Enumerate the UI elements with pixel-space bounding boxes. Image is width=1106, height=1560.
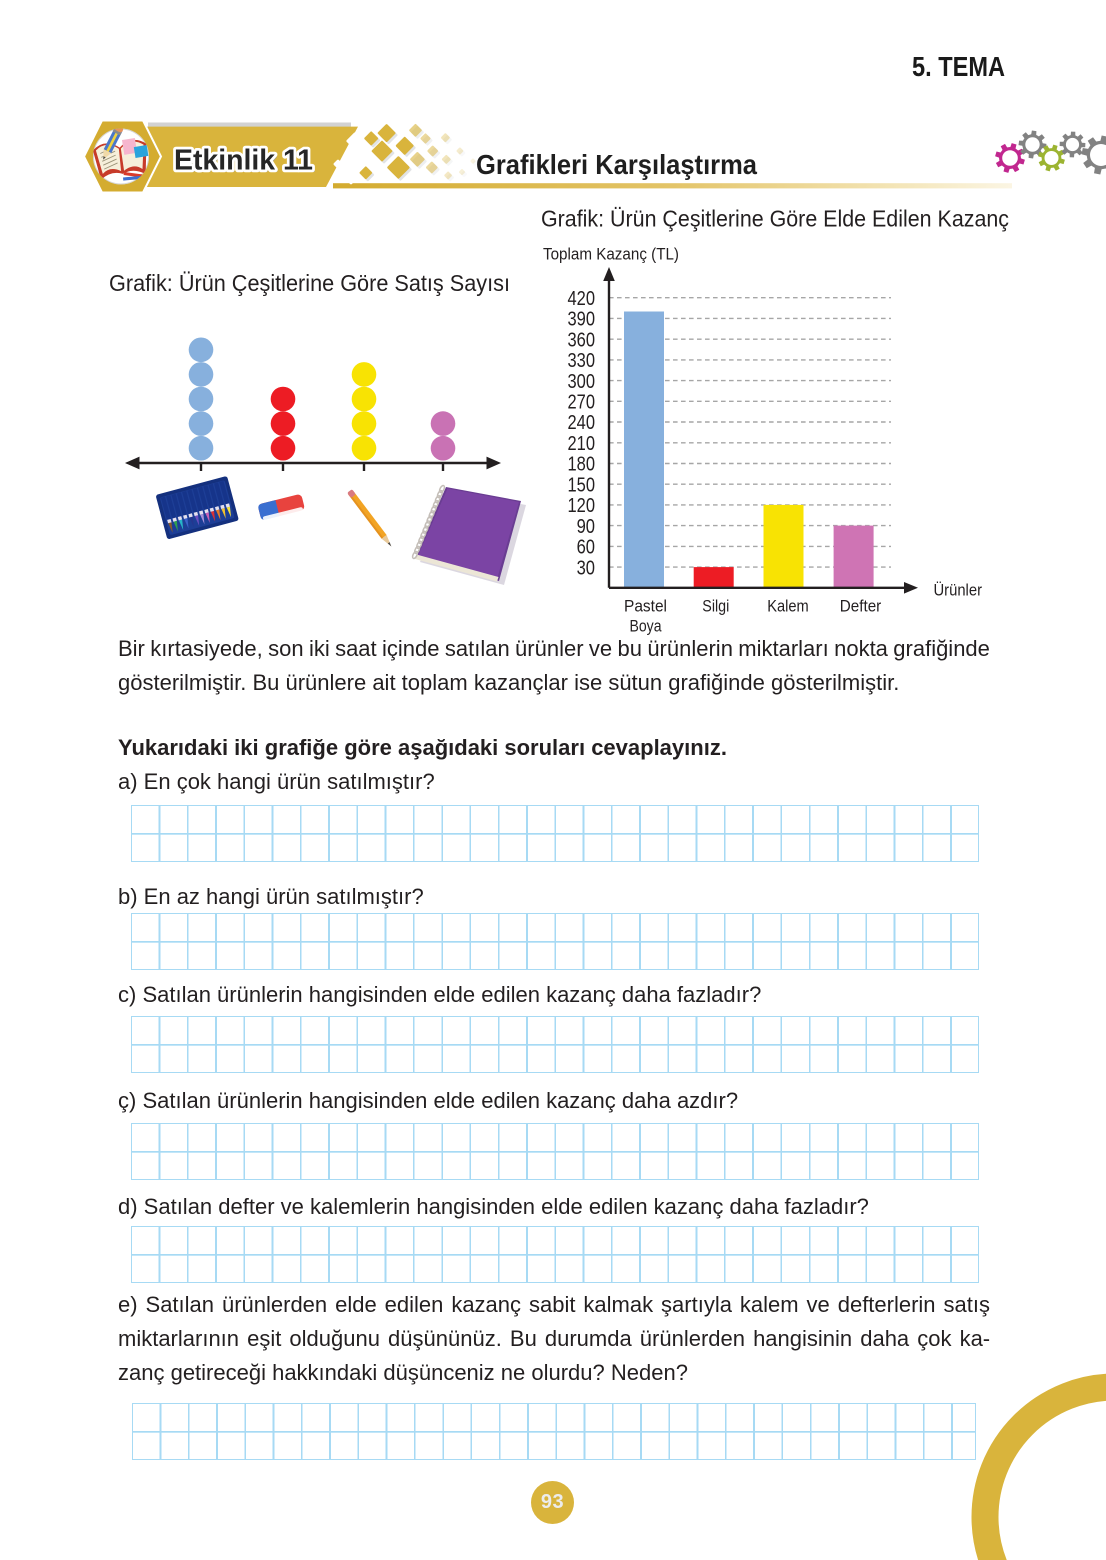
svg-text:Etkinlik 11: Etkinlik 11 [177, 147, 316, 179]
svg-text:Etkinlik 11: Etkinlik 11 [174, 145, 313, 177]
svg-text:360: 360 [568, 328, 596, 351]
svg-text:390: 390 [568, 308, 596, 331]
svg-text:180: 180 [568, 453, 596, 476]
svg-text:90: 90 [577, 515, 595, 538]
svg-text:5. TEMA: 5. TEMA [912, 51, 1005, 82]
svg-text:Grafik: Ürün Çeşitlerine Göre: Grafik: Ürün Çeşitlerine Göre Elde Edile… [541, 206, 1009, 232]
svg-text:30: 30 [577, 556, 595, 579]
svg-text:Boya: Boya [630, 618, 663, 636]
svg-text:Etkinlik 11: Etkinlik 11 [174, 145, 313, 177]
svg-text:Kalem: Kalem [767, 598, 809, 616]
svg-text:Grafikleri Karşılaştırma: Grafikleri Karşılaştırma [476, 149, 757, 180]
svg-text:Ürünler: Ürünler [934, 582, 983, 600]
svg-text:Pastel: Pastel [624, 598, 667, 616]
svg-text:150: 150 [568, 473, 596, 496]
svg-text:Toplam Kazanç (TL): Toplam Kazanç (TL) [543, 246, 679, 264]
svg-text:60: 60 [577, 536, 595, 559]
svg-text:120: 120 [568, 494, 596, 517]
svg-text:300: 300 [568, 370, 596, 393]
svg-text:270: 270 [568, 391, 596, 414]
svg-text:210: 210 [568, 432, 596, 455]
svg-text:420: 420 [568, 287, 596, 310]
svg-text:Silgi: Silgi [702, 598, 729, 616]
svg-text:Grafik: Ürün Çeşitlerine Göre: Grafik: Ürün Çeşitlerine Göre Satış Sayı… [109, 270, 510, 296]
svg-text:240: 240 [568, 411, 596, 434]
svg-text:Defter: Defter [840, 598, 882, 616]
svg-text:330: 330 [568, 349, 596, 372]
